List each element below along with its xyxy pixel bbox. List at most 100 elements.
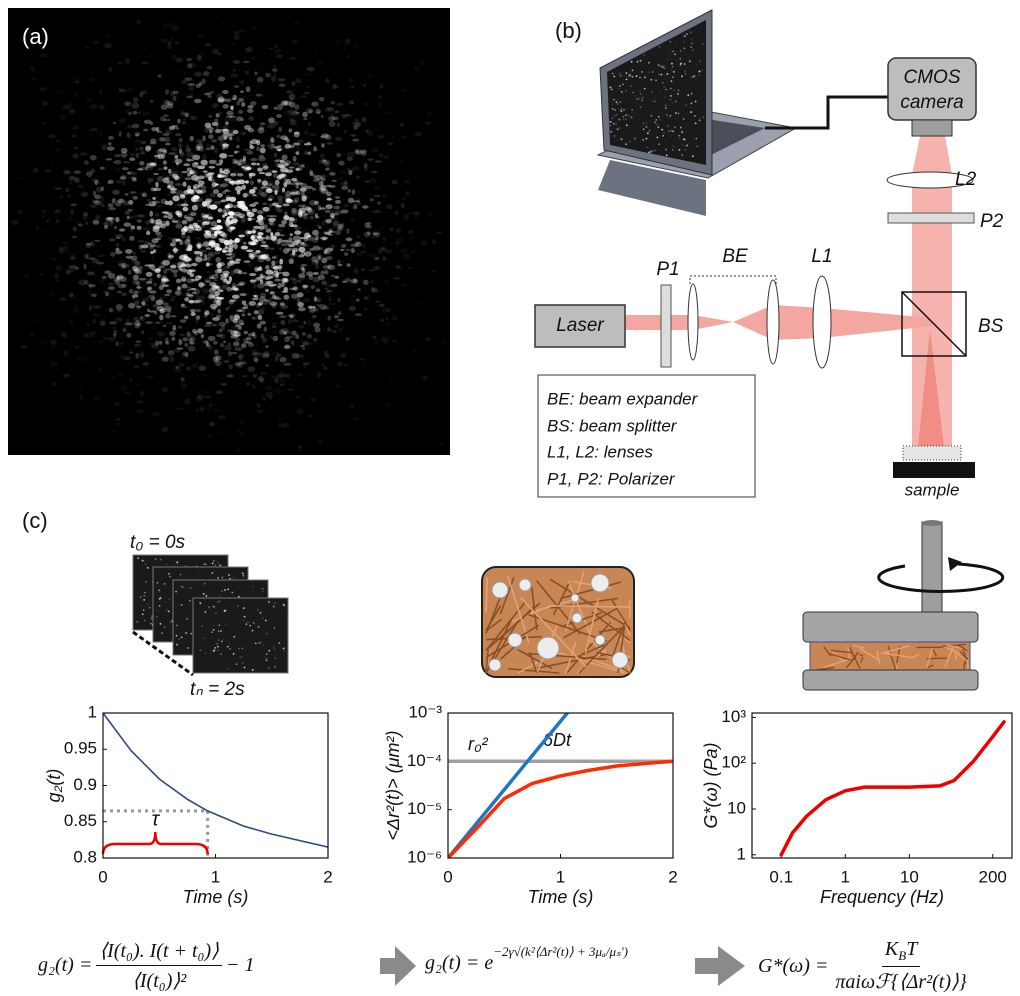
speckle bbox=[211, 605, 213, 607]
speckle bbox=[99, 132, 102, 137]
speckle bbox=[331, 215, 334, 218]
speckle bbox=[258, 188, 264, 192]
speckle bbox=[283, 215, 289, 220]
speckle bbox=[646, 126, 648, 128]
speckle bbox=[294, 132, 300, 138]
speckle bbox=[263, 644, 265, 646]
speckle bbox=[203, 161, 208, 164]
speckle bbox=[132, 294, 139, 297]
speckle bbox=[274, 146, 278, 148]
speckle bbox=[321, 115, 324, 119]
speckle bbox=[372, 336, 377, 339]
speckle bbox=[289, 128, 292, 132]
series-line bbox=[781, 722, 1004, 855]
beam bbox=[912, 136, 952, 175]
speckle bbox=[174, 292, 180, 295]
speckle bbox=[631, 61, 633, 63]
speckle bbox=[392, 314, 396, 320]
speckle bbox=[260, 148, 266, 154]
speckle bbox=[241, 343, 247, 348]
speckle bbox=[251, 172, 256, 176]
speckle bbox=[327, 107, 334, 112]
speckle bbox=[351, 85, 354, 88]
speckle bbox=[21, 345, 26, 349]
speckle bbox=[185, 622, 187, 624]
speckle bbox=[312, 230, 319, 236]
speckle bbox=[344, 252, 348, 256]
speckle bbox=[427, 111, 431, 115]
speckle bbox=[144, 620, 146, 622]
speckle bbox=[651, 99, 653, 101]
speckle bbox=[335, 200, 341, 204]
speckle bbox=[177, 119, 180, 124]
speckle bbox=[130, 225, 135, 229]
speckle bbox=[60, 141, 66, 144]
speckle bbox=[432, 270, 436, 273]
speckle bbox=[367, 131, 373, 136]
speckle bbox=[669, 48, 671, 50]
speckle bbox=[119, 118, 126, 123]
speckle bbox=[227, 281, 231, 283]
fiber bbox=[548, 606, 630, 607]
speckle bbox=[258, 258, 265, 263]
speckle bbox=[667, 58, 669, 60]
speckle bbox=[666, 154, 668, 156]
speckle bbox=[70, 255, 74, 260]
speckle bbox=[191, 263, 197, 266]
speckle bbox=[187, 168, 193, 172]
speckle bbox=[69, 179, 73, 185]
speckle bbox=[661, 114, 663, 116]
speckle bbox=[340, 249, 344, 251]
speckle bbox=[263, 398, 267, 401]
speckle bbox=[157, 274, 161, 278]
speckle bbox=[371, 254, 377, 258]
speckle bbox=[623, 109, 625, 111]
speckle bbox=[162, 427, 169, 432]
speckle bbox=[211, 227, 219, 230]
speckle bbox=[371, 287, 377, 292]
speckle bbox=[664, 67, 666, 69]
speckle bbox=[321, 178, 326, 182]
speckle bbox=[225, 121, 229, 125]
speckle bbox=[674, 53, 676, 55]
speckle bbox=[333, 220, 340, 225]
speckle bbox=[684, 35, 686, 37]
speckle bbox=[695, 138, 697, 140]
speckle bbox=[222, 90, 228, 94]
speckle bbox=[255, 184, 259, 187]
speckle bbox=[642, 97, 644, 99]
speckle bbox=[680, 127, 682, 129]
speckle bbox=[687, 94, 689, 96]
speckle bbox=[413, 83, 417, 87]
speckle bbox=[692, 155, 694, 157]
speckle bbox=[217, 601, 219, 603]
speckle bbox=[89, 305, 92, 311]
speckle bbox=[182, 220, 188, 225]
speckle bbox=[239, 80, 244, 84]
fraction: KBTπaiωℱ{⟨Δr²(t)⟩} bbox=[832, 938, 969, 994]
speckle bbox=[242, 573, 244, 575]
speckle bbox=[83, 212, 88, 216]
speckle bbox=[263, 244, 268, 247]
speckle bbox=[30, 67, 34, 72]
speckle bbox=[242, 300, 246, 305]
speckle bbox=[616, 114, 618, 116]
speckle bbox=[175, 183, 183, 186]
speckle bbox=[171, 315, 177, 317]
speckle bbox=[177, 203, 182, 206]
speckle bbox=[406, 212, 413, 215]
speckle bbox=[619, 85, 621, 87]
speckle bbox=[655, 119, 657, 121]
speckle bbox=[614, 135, 616, 137]
speckle bbox=[163, 269, 167, 274]
speckle bbox=[102, 337, 110, 340]
speckle bbox=[244, 260, 251, 263]
speckle bbox=[293, 176, 298, 179]
speckle bbox=[689, 61, 691, 63]
speckle bbox=[334, 206, 341, 210]
speckle bbox=[84, 102, 88, 105]
speckle bbox=[126, 256, 133, 259]
speckle bbox=[379, 102, 382, 108]
speckle bbox=[261, 241, 266, 244]
speckle bbox=[269, 204, 272, 208]
